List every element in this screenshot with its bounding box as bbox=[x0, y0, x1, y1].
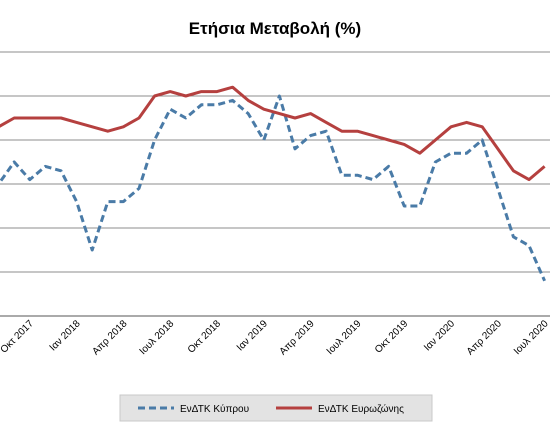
legend-label: ΕνΔΤΚ Ευρωζώνης bbox=[318, 403, 404, 415]
x-tick-label: Ιαν 2018 bbox=[48, 318, 83, 353]
x-tick-label: Απρ 2018 bbox=[90, 318, 129, 357]
x-tick-label: Οκτ 2019 bbox=[373, 318, 411, 356]
x-tick-label: Ιαν 2020 bbox=[422, 318, 457, 353]
x-tick-label: Ιαν 2019 bbox=[235, 318, 270, 353]
x-tick-label: Ιουλ 2018 bbox=[138, 318, 177, 357]
series-line bbox=[0, 85, 546, 182]
x-tick-label: Απρ 2020 bbox=[465, 318, 504, 357]
x-tick-label: Ιουλ 2019 bbox=[325, 318, 364, 357]
x-tick-label: Απρ 2019 bbox=[278, 318, 317, 357]
x-tick-label: Οκτ 2017 bbox=[0, 318, 36, 356]
legend-label: ΕνΔΤΚ Κύπρου bbox=[180, 403, 249, 415]
chart-title: Ετήσια Μεταβολή (%) bbox=[189, 19, 361, 38]
x-tick-label: Ιουλ 2020 bbox=[512, 318, 550, 357]
x-tick-label: Οκτ 2018 bbox=[186, 318, 224, 356]
